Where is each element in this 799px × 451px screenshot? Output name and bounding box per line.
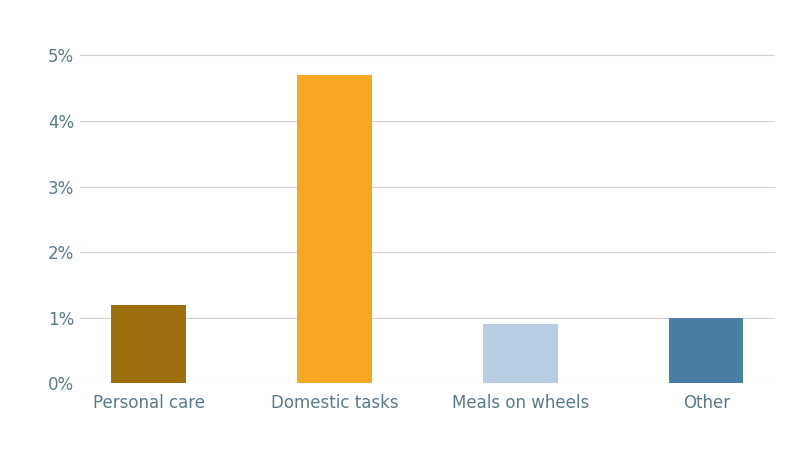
Bar [112, 304, 186, 383]
Bar [297, 75, 372, 383]
Bar [669, 318, 743, 383]
Bar [483, 324, 558, 383]
